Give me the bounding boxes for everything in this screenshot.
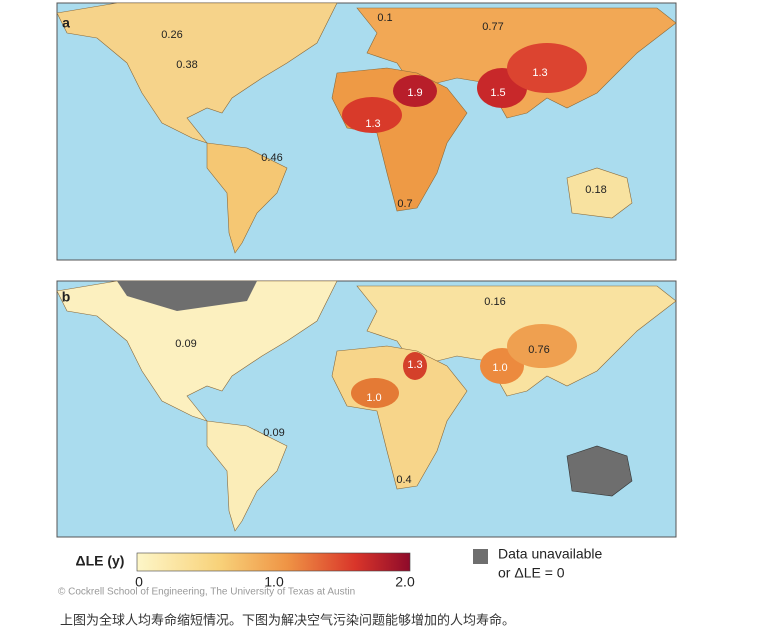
colorbar-tick: 2.0 — [395, 574, 415, 590]
australia-no-data — [566, 445, 633, 497]
hotspot — [403, 352, 427, 380]
legend-text: Data unavailable — [498, 546, 603, 562]
map-value: 1.3 — [532, 67, 547, 79]
credit: © Cockrell School of Engineering, The Un… — [58, 587, 355, 598]
australia — [566, 167, 633, 219]
caption: 上图为全球人均寿命缩短情况。下图为解决空气污染问题能够增加的人均寿命。 — [60, 612, 515, 627]
map-value: 0.16 — [484, 296, 505, 308]
panel-label: a — [62, 15, 70, 31]
colorbar — [136, 552, 411, 572]
hotspot — [393, 75, 437, 107]
south-america — [206, 142, 288, 254]
no-data — [117, 281, 257, 311]
map-value: 0.1 — [377, 12, 392, 24]
no-data-swatch — [473, 549, 488, 564]
map-value: 1.5 — [490, 87, 505, 99]
map-value: 1.0 — [366, 392, 381, 404]
map-value: 1.3 — [365, 118, 380, 130]
hotspot — [507, 43, 587, 93]
map-value: 0.7 — [397, 198, 412, 210]
map-value: 0.09 — [175, 338, 196, 350]
map-value: 0.4 — [396, 474, 411, 486]
south-america — [206, 420, 288, 532]
map-panel-b — [56, 280, 677, 538]
map-value: 0.77 — [482, 21, 503, 33]
panel-label: b — [62, 289, 71, 305]
colorbar-tick: 1.0 — [264, 574, 284, 590]
map-value: 1.0 — [492, 362, 507, 374]
legend-text: or ΔLE = 0 — [498, 565, 565, 581]
map-value: 0.18 — [585, 184, 606, 196]
north-america — [56, 280, 338, 422]
colorbar-tick: 0 — [135, 574, 143, 590]
map-value: 1.9 — [407, 87, 422, 99]
map-value: 1.3 — [407, 359, 422, 371]
hotspot — [507, 324, 577, 368]
map-value: 0.38 — [176, 59, 197, 71]
map-value: 0.76 — [528, 344, 549, 356]
map-value: 0.09 — [263, 427, 284, 439]
hotspot — [342, 97, 402, 133]
hotspot — [351, 378, 399, 408]
map-panel-a — [56, 2, 677, 261]
map-value: 0.26 — [161, 29, 182, 41]
map-value: 0.46 — [261, 152, 282, 164]
north-america — [56, 2, 338, 144]
legend-title: ΔLE (y) — [76, 553, 125, 569]
